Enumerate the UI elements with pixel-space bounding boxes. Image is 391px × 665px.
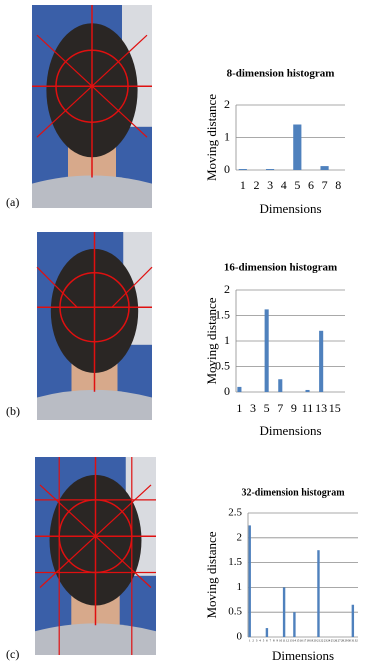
y-tick-label: 2	[224, 97, 230, 111]
x-tick-label: 3	[256, 639, 258, 643]
bar	[283, 587, 285, 637]
x-tick-label: 3	[267, 178, 273, 192]
y-axis-label: Moving distance	[204, 531, 219, 618]
y-tick-label: 2.5	[228, 507, 242, 519]
bar	[293, 612, 295, 637]
bar	[319, 331, 323, 392]
shirt	[32, 176, 152, 208]
y-tick-label: 1.5	[215, 307, 230, 321]
x-tick-label: 9	[276, 639, 278, 643]
bar	[266, 628, 268, 637]
x-tick-label: 7	[322, 178, 328, 192]
head-photo	[32, 5, 152, 208]
figure: (a) 8-dimension histogram Dimensions Moving…	[0, 0, 391, 665]
y-tick-label: 0.5	[215, 358, 230, 372]
x-tick-label: 5	[263, 639, 265, 643]
x-tick-label: 1	[236, 401, 242, 415]
x-tick-label: 3	[250, 401, 256, 415]
x-tick-label: 9	[291, 401, 297, 415]
panel-label: (b)	[6, 404, 20, 418]
x-tick-label: 1	[240, 178, 246, 192]
bar	[317, 550, 319, 637]
x-tick-label: 6	[308, 178, 314, 192]
y-tick-label: 2	[237, 531, 243, 543]
x-axis-label: Dimensions	[259, 423, 321, 438]
chart-title: 8-dimension histogram	[227, 68, 335, 80]
y-tick-label: 0	[237, 631, 243, 643]
bar	[320, 166, 328, 170]
bar	[352, 605, 354, 637]
bar	[265, 309, 269, 392]
x-tick-label: 4	[281, 178, 287, 192]
bar	[237, 387, 241, 392]
y-tick-label: 1.5	[228, 556, 242, 568]
panel-label: (c)	[6, 647, 19, 661]
x-axis-label: Dimensions	[259, 201, 321, 216]
bar	[249, 525, 251, 637]
head-photo	[35, 457, 156, 655]
bar	[293, 125, 301, 171]
y-tick-label: 1	[224, 129, 230, 143]
x-tick-label: 7	[277, 401, 283, 415]
y-tick-label: 0	[224, 384, 230, 398]
bar	[305, 390, 309, 392]
y-axis-label: Moving distance	[204, 94, 219, 181]
bar	[266, 169, 274, 170]
x-tick-label: 8	[335, 178, 341, 192]
shirt	[37, 390, 152, 420]
x-tick-label: 5	[264, 401, 270, 415]
x-axis-label: Dimensions	[272, 648, 334, 663]
y-tick-label: 0	[224, 162, 230, 176]
x-tick-label: 8	[273, 639, 275, 643]
x-tick-label: 2	[252, 639, 254, 643]
y-tick-label: 0.5	[228, 606, 242, 618]
x-tick-label: 5	[294, 178, 300, 192]
y-tick-label: 1	[237, 581, 243, 593]
x-tick-label: 6	[266, 639, 268, 643]
chart-title: 16-dimension histogram	[224, 262, 337, 274]
x-tick-label: 2	[253, 178, 259, 192]
x-tick-label: 1	[249, 639, 251, 643]
x-tick-label: 13	[315, 401, 327, 415]
y-tick-label: 2	[224, 282, 230, 296]
head-photo	[37, 232, 152, 420]
x-tick-label: 11	[302, 401, 314, 415]
x-tick-label: 32	[355, 639, 359, 643]
x-tick-label: 4	[259, 639, 261, 643]
bar	[239, 169, 247, 170]
shirt	[35, 623, 156, 655]
chart-title: 32-dimension histogram	[241, 487, 345, 498]
x-tick-label: 7	[270, 639, 272, 643]
panel-label: (a)	[6, 195, 19, 209]
x-tick-label: 15	[329, 401, 341, 415]
bar	[278, 379, 282, 392]
y-tick-label: 1	[224, 333, 230, 347]
